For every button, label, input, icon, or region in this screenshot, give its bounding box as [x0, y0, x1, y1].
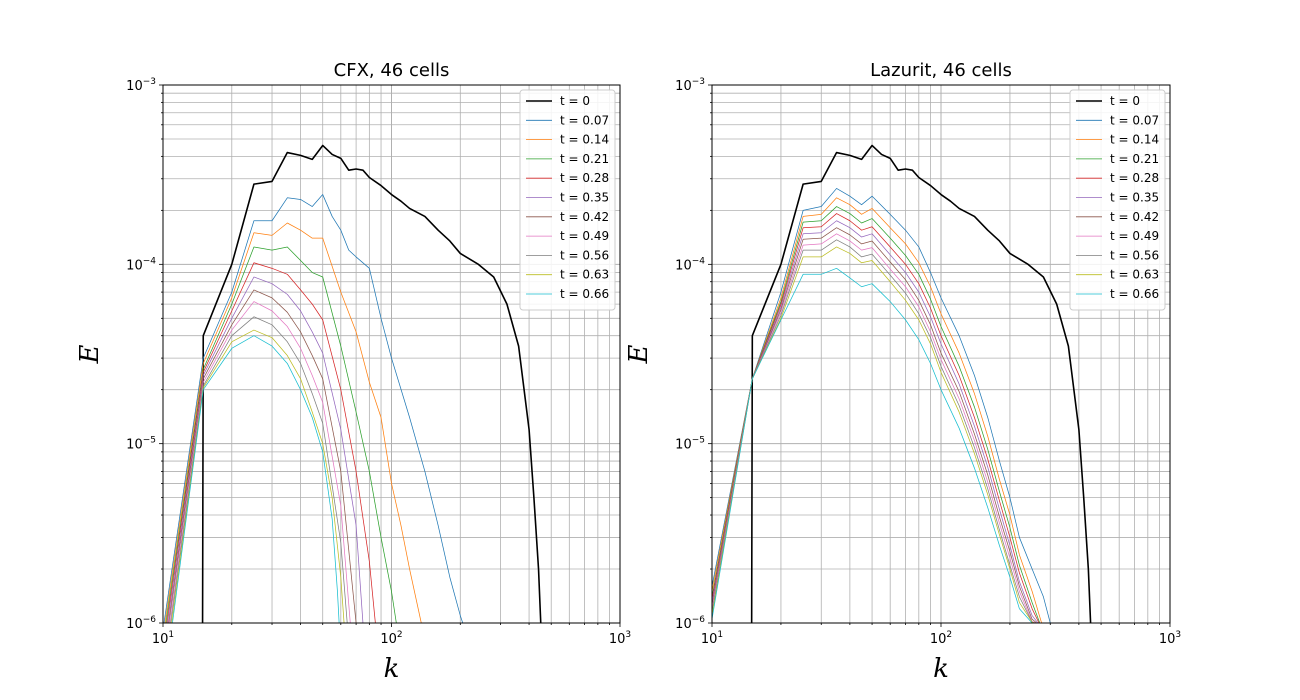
y-tick-label: 10−3	[126, 77, 156, 94]
legend-label: t = 0	[560, 94, 590, 108]
y-tick-label: 10−3	[675, 77, 705, 94]
y-tick-label: 10−5	[126, 436, 156, 453]
legend-label: t = 0.56	[560, 248, 609, 262]
series-line-10	[712, 267, 1035, 623]
legend-label: t = 0.07	[560, 113, 609, 127]
legend-label: t = 0.28	[560, 171, 609, 185]
legend-label: t = 0.14	[1110, 133, 1159, 147]
series-line-2	[164, 222, 422, 623]
series-line-7	[169, 301, 351, 623]
y-tick-label: 10−4	[675, 256, 705, 273]
series-line-5	[167, 276, 364, 623]
legend-label: t = 0	[1110, 94, 1140, 108]
ticks	[159, 84, 621, 627]
x-tick-label: 101	[152, 630, 174, 647]
legend-label: t = 0.56	[1110, 248, 1159, 262]
x-axis-label: k	[384, 654, 400, 684]
legend-label: t = 0.66	[560, 287, 609, 301]
series-line-10	[172, 335, 340, 623]
series-line-7	[712, 233, 1037, 623]
x-axis-label: k	[933, 654, 949, 684]
ticks	[708, 84, 1171, 627]
x-tick-label: 102	[380, 630, 402, 647]
series-group	[712, 144, 1092, 623]
series-line-1	[712, 188, 1051, 623]
series-line-3	[165, 246, 397, 623]
series-line-3	[712, 206, 1041, 623]
x-tick-label: 103	[1159, 630, 1181, 647]
series-line-8	[170, 316, 348, 623]
series-line-9	[171, 329, 345, 623]
legend-label: t = 0.28	[1110, 171, 1159, 185]
legend-label: t = 0.49	[560, 229, 609, 243]
y-tick-label: 10−6	[675, 615, 705, 632]
series-line-8	[712, 239, 1036, 623]
x-tick-label: 101	[701, 630, 723, 647]
series-line-6	[168, 289, 357, 623]
series-line-2	[712, 197, 1042, 623]
legend-label: t = 0.63	[1110, 268, 1159, 282]
legend-label: t = 0.07	[1110, 113, 1159, 127]
legend-label: t = 0.66	[1110, 287, 1159, 301]
series-line-1	[163, 194, 464, 623]
series-group	[163, 144, 542, 623]
y-axis-label: E	[624, 344, 654, 364]
chart-title: CFX, 46 cells	[334, 60, 450, 81]
y-tick-label: 10−4	[126, 256, 156, 273]
legend-label: t = 0.35	[560, 191, 609, 205]
legend-label: t = 0.35	[1110, 191, 1159, 205]
series-line-0	[750, 144, 1092, 623]
y-tick-label: 10−5	[675, 436, 705, 453]
legend-label: t = 0.42	[1110, 210, 1159, 224]
legend-label: t = 0.14	[560, 133, 609, 147]
legend: t = 0 t = 0.07 t = 0.14 t = 0.21 t = 0.28 t =…	[1069, 89, 1166, 311]
x-tick-label: 103	[609, 630, 631, 647]
chart-panel-lazurit: 101 102 103 10−6 10−5 10−4 10−3 Lazurit, 46 cel…	[624, 60, 1181, 684]
legend-label: t = 0.42	[560, 210, 609, 224]
series-line-4	[712, 213, 1040, 623]
chart-panel-cfx: 101 102 103 10−6 10−5 10−4 10−3 CFX, 46 cells k E…	[75, 60, 631, 684]
legend-label: t = 0.63	[560, 268, 609, 282]
legend-label: t = 0.21	[560, 152, 609, 166]
series-line-0	[201, 144, 542, 623]
series-line-6	[712, 227, 1038, 623]
y-tick-label: 10−6	[126, 615, 156, 632]
x-tick-label: 102	[930, 630, 952, 647]
series-line-5	[712, 220, 1039, 623]
legend-label: t = 0.21	[1110, 152, 1159, 166]
chart-title: Lazurit, 46 cells	[870, 60, 1012, 81]
y-axis-label: E	[75, 344, 105, 364]
series-line-4	[166, 262, 376, 623]
legend: t = 0 t = 0.07 t = 0.14 t = 0.21 t = 0.28 t =…	[519, 89, 616, 311]
series-line-9	[712, 246, 1035, 623]
legend-label: t = 0.49	[1110, 229, 1159, 243]
